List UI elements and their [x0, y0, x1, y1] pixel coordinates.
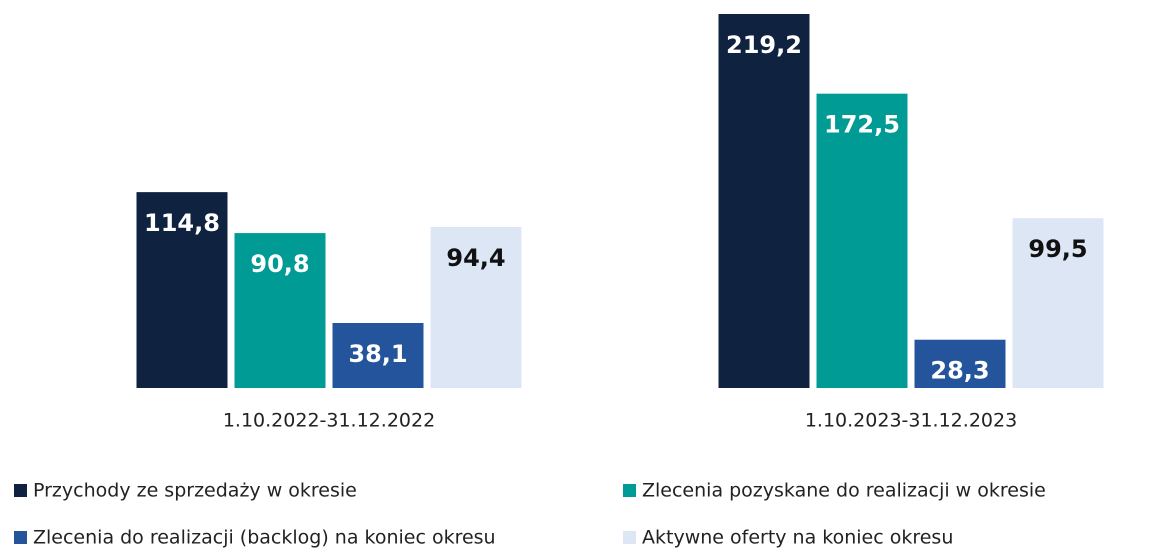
value-label: 28,3 — [930, 357, 989, 385]
bar — [914, 339, 1006, 388]
legend-label: Zlecenia pozyskane do realizacji w okres… — [642, 480, 1046, 502]
bar — [816, 93, 908, 388]
value-label: 38,1 — [348, 340, 407, 368]
legend-swatch — [14, 531, 27, 544]
value-label: 99,5 — [1028, 235, 1087, 263]
x-tick-label: 1.10.2023-31.12.2023 — [805, 410, 1017, 432]
legend-swatch — [14, 484, 27, 497]
legend-label: Zlecenia do realizacji (backlog) na koni… — [33, 527, 496, 549]
legend-swatch — [623, 531, 636, 544]
x-tick-label: 1.10.2022-31.12.2022 — [223, 410, 435, 432]
value-label: 114,8 — [144, 209, 220, 237]
value-label: 172,5 — [824, 111, 900, 139]
bar — [136, 192, 228, 388]
legend-label: Przychody ze sprzedaży w okresie — [33, 480, 357, 502]
value-label: 94,4 — [446, 244, 505, 272]
value-label: 90,8 — [250, 250, 309, 278]
bar — [332, 322, 424, 388]
bar — [234, 233, 326, 388]
value-label: 219,2 — [726, 31, 802, 59]
bar — [1012, 218, 1104, 388]
legend-label: Aktywne oferty na koniec okresu — [642, 527, 953, 549]
bar — [430, 226, 522, 388]
legend-swatch — [623, 484, 636, 497]
bar — [718, 14, 810, 388]
